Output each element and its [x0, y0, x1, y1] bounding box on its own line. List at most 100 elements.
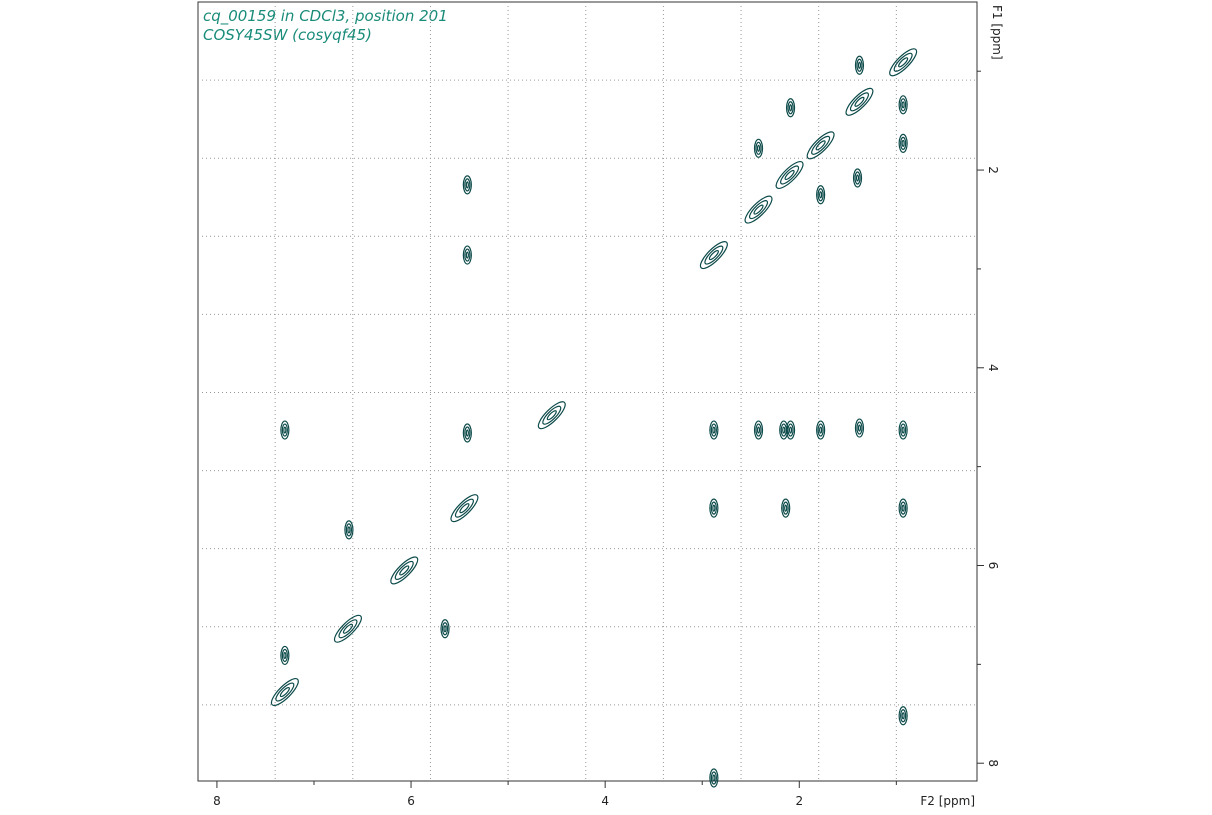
contour-ring [712, 774, 716, 782]
peak [898, 498, 908, 518]
contour-ring [537, 401, 566, 430]
contour-ring [900, 136, 907, 150]
contour-ring [787, 101, 794, 115]
peak [753, 420, 764, 440]
contour-ring [854, 171, 861, 185]
contour-ring [898, 498, 908, 518]
peak [753, 138, 764, 158]
contour-ring [440, 619, 450, 639]
contour-ring [333, 614, 362, 643]
contour-ring [815, 140, 826, 151]
contour-ring [784, 504, 788, 512]
contour-ring [454, 498, 474, 518]
contour-ring [854, 96, 865, 107]
x-axis-label: F2 [ppm] [920, 794, 975, 808]
contour-ring [753, 420, 764, 440]
peak [744, 195, 773, 224]
contour-ring [788, 104, 793, 112]
chart-title: cq_00159 in CDCl3, position 201 [203, 7, 448, 26]
peak [709, 768, 719, 788]
x-tick-label: 2 [795, 794, 803, 808]
contour-ring [898, 57, 909, 68]
contour-ring [756, 426, 761, 434]
contour-ring [390, 556, 419, 585]
y-tick-label: 6 [986, 562, 1000, 570]
contour-ring [857, 61, 862, 69]
contour-ring [710, 501, 717, 515]
contour-ring [744, 195, 773, 224]
contour-ring [856, 421, 863, 435]
contour-ring [709, 498, 719, 518]
peak [270, 678, 299, 707]
contour-ring [780, 423, 787, 437]
contour-ring [464, 426, 471, 440]
peak [854, 55, 865, 75]
contour-ring [709, 420, 719, 440]
x-tick-label: 4 [601, 794, 609, 808]
contour-ring [806, 131, 835, 160]
peak [806, 131, 835, 160]
peak [785, 98, 796, 118]
contour-ring [748, 200, 769, 220]
x-tick-label: 6 [407, 794, 415, 808]
contour-ring [817, 423, 824, 437]
contour-ring [712, 426, 716, 434]
contour-ring [347, 526, 351, 534]
contour-ring [281, 648, 288, 663]
y-axis-label: F1 [ppm] [990, 5, 1004, 60]
contour-ring [462, 175, 472, 195]
contour-ring [281, 423, 288, 437]
contour-ring [900, 423, 907, 437]
chart-subtitle: COSY45SW (cosyqf45) [203, 26, 372, 44]
contour-ring [441, 622, 449, 636]
y-tick-label: 8 [986, 759, 1000, 767]
contour-ring [753, 204, 764, 215]
peak [537, 401, 566, 430]
peak [854, 418, 865, 438]
contour-ring [704, 245, 724, 265]
peak [390, 556, 419, 585]
contour-ring [465, 181, 469, 189]
contour-ring [782, 501, 789, 515]
contour-ring [901, 139, 905, 147]
contour-ring [464, 248, 471, 262]
contour-ring [901, 504, 905, 512]
contour-ring [443, 625, 447, 633]
contour-ring [280, 420, 290, 440]
peak [699, 241, 728, 270]
contour-ring [462, 423, 472, 443]
contour-ring [898, 133, 908, 153]
contour-ring [279, 686, 290, 698]
contour-ring [465, 429, 469, 437]
contour-ring [898, 95, 908, 115]
contour-ring [710, 423, 717, 437]
contour-ring [900, 98, 907, 112]
peak [898, 133, 908, 153]
peak [898, 95, 908, 115]
peak [785, 420, 796, 440]
contour-ring [756, 144, 761, 152]
contour-ring [857, 424, 862, 432]
contour-ring [898, 420, 908, 440]
contour-ring [780, 165, 800, 185]
contour-ring [893, 52, 913, 72]
peak [280, 645, 290, 666]
contour-ring [854, 55, 865, 75]
x-tick-label: 8 [213, 794, 221, 808]
contour-ring [344, 520, 354, 540]
contour-ring [900, 501, 907, 515]
contour-ring [283, 426, 287, 434]
contour-ring [275, 682, 295, 702]
peak [852, 168, 863, 188]
peak [845, 87, 874, 116]
peak [709, 420, 719, 440]
contour-ring [845, 87, 874, 116]
contour-ring [788, 426, 793, 434]
contour-ring [900, 709, 907, 723]
contour-ring [342, 623, 354, 634]
contour-ring [542, 405, 562, 425]
contour-ring [270, 678, 299, 707]
contour-ring [817, 188, 824, 202]
peak [462, 245, 472, 265]
